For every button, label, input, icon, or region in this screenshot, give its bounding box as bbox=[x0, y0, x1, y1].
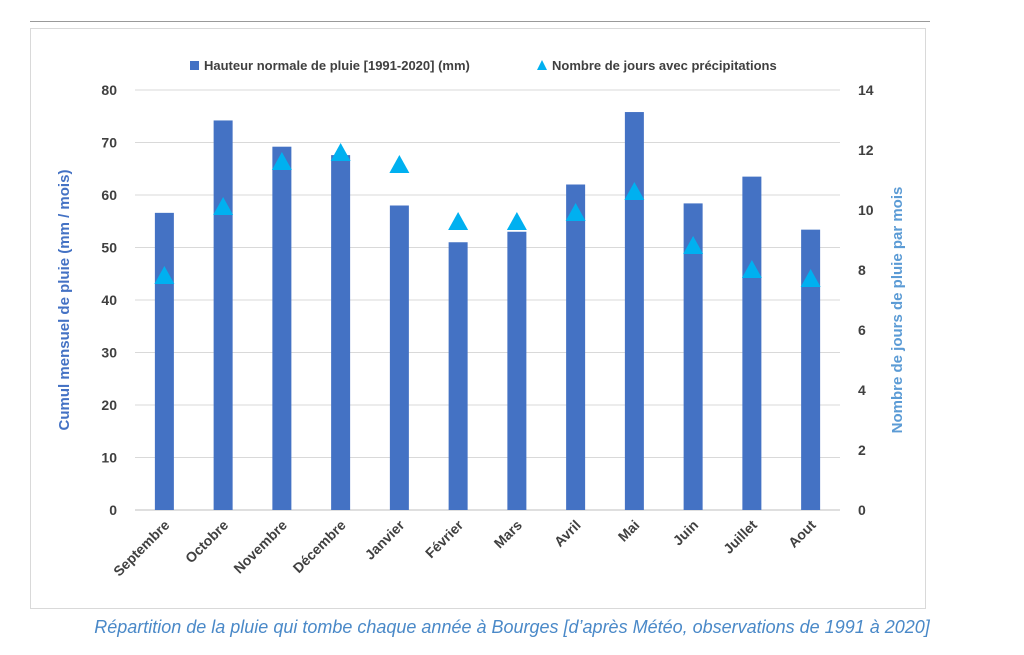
x-tick-label: Aout bbox=[785, 517, 819, 551]
x-tick-label: Mai bbox=[615, 517, 643, 545]
y2-tick-label: 10 bbox=[858, 202, 874, 218]
days-marker bbox=[741, 260, 762, 278]
days-marker bbox=[389, 155, 410, 173]
y2-tick-label: 0 bbox=[858, 502, 866, 518]
days-marker bbox=[448, 212, 469, 230]
days-marker bbox=[800, 269, 821, 287]
bar bbox=[566, 184, 586, 510]
bar bbox=[742, 176, 762, 510]
legend-triangle-icon bbox=[537, 60, 547, 70]
days-marker bbox=[330, 143, 351, 161]
y-tick-label: 50 bbox=[101, 240, 117, 256]
x-tick-label: Décembre bbox=[290, 517, 349, 576]
y-tick-label: 30 bbox=[101, 345, 117, 361]
days-marker bbox=[271, 152, 292, 170]
x-tick-label: Janvier bbox=[362, 516, 408, 562]
top-rule bbox=[30, 21, 930, 22]
y2-tick-label: 12 bbox=[858, 142, 874, 158]
legend-triangle-label: Nombre de jours avec précipitations bbox=[552, 58, 777, 73]
bar bbox=[213, 120, 233, 510]
y-axis-title: Cumul mensuel de pluie (mm / mois) bbox=[56, 170, 73, 431]
y-tick-label: 10 bbox=[101, 450, 117, 466]
days-marker bbox=[624, 182, 645, 200]
bar bbox=[507, 231, 527, 510]
x-tick-label: Septembre bbox=[110, 517, 173, 580]
bar bbox=[683, 203, 703, 510]
chart-frame bbox=[30, 28, 926, 609]
x-tick-label: Octobre bbox=[182, 517, 231, 566]
bar bbox=[801, 229, 821, 510]
days-marker bbox=[506, 212, 527, 230]
x-tick-label: Novembre bbox=[230, 517, 290, 577]
y2-tick-label: 4 bbox=[858, 382, 866, 398]
y-tick-label: 70 bbox=[101, 135, 117, 151]
bar bbox=[448, 242, 468, 510]
bar bbox=[154, 212, 174, 510]
y-tick-label: 20 bbox=[101, 397, 117, 413]
y-tick-label: 40 bbox=[101, 292, 117, 308]
y-tick-label: 0 bbox=[109, 502, 117, 518]
days-marker bbox=[154, 266, 175, 284]
y-tick-label: 80 bbox=[101, 82, 117, 98]
y2-axis-title: Nombre de jours de pluie par mois bbox=[889, 187, 906, 434]
x-tick-label: Juillet bbox=[720, 517, 760, 557]
legend-bar-label: Hauteur normale de pluie [1991-2020] (mm… bbox=[204, 58, 470, 73]
days-marker bbox=[683, 236, 704, 254]
bar bbox=[272, 146, 292, 510]
figure-caption: Répartition de la pluie qui tombe chaque… bbox=[94, 617, 930, 637]
y2-tick-label: 8 bbox=[858, 262, 866, 278]
y2-tick-label: 2 bbox=[858, 442, 866, 458]
x-tick-label: Février bbox=[422, 516, 467, 561]
bar bbox=[624, 112, 644, 511]
days-marker bbox=[213, 197, 234, 215]
bar bbox=[331, 155, 351, 510]
x-tick-label: Mars bbox=[491, 517, 526, 552]
y2-tick-label: 14 bbox=[858, 82, 874, 98]
y2-tick-label: 6 bbox=[858, 322, 866, 338]
days-marker bbox=[565, 203, 586, 221]
bar bbox=[389, 205, 409, 510]
x-tick-label: Avril bbox=[551, 517, 584, 550]
legend-bar-swatch bbox=[190, 61, 199, 70]
x-tick-label: Juin bbox=[670, 517, 702, 549]
y-tick-label: 60 bbox=[101, 187, 117, 203]
